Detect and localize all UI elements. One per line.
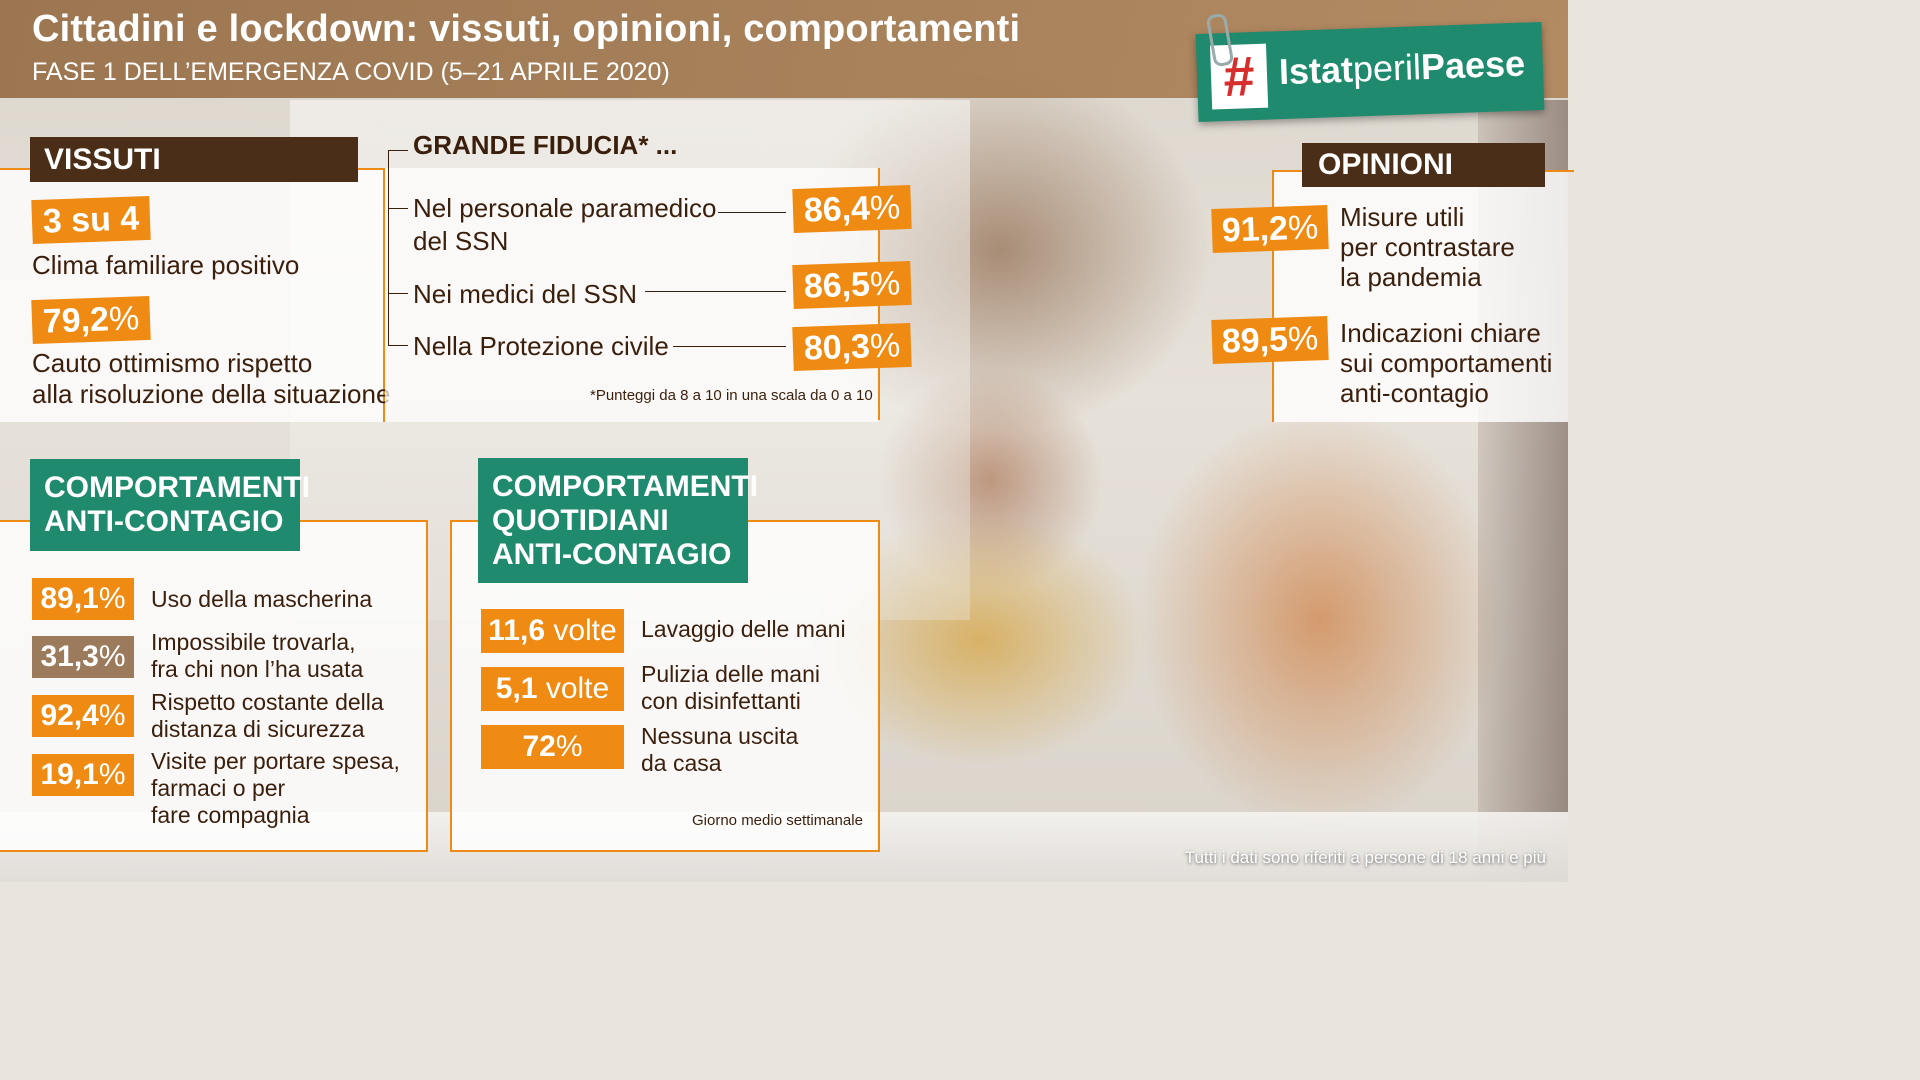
vissuti-label-clima: Clima familiare positivo xyxy=(32,250,300,280)
fiducia-value-medici: 86,5% xyxy=(792,260,912,310)
fiducia-label-paramedico-2: del SSN xyxy=(413,226,509,256)
fiducia-value-paramedico-num: 86,4 xyxy=(803,189,871,230)
fiducia-value-protezione: 80,3% xyxy=(792,322,912,372)
fiducia-title: GRANDE FIDUCIA* ... xyxy=(413,130,678,160)
quotidiani-value-pulizia-num: 5,1 xyxy=(495,672,538,705)
quotidiani-title-line2: QUOTIDIANI xyxy=(492,504,669,537)
fiducia-label-protezione: Nella Protezione civile xyxy=(413,331,669,361)
anticontagio-value-distanza: 92,4% xyxy=(32,695,134,737)
logo-text-istat: Istat xyxy=(1278,48,1354,93)
quotidiani-title-line3: ANTI-CONTAGIO xyxy=(492,538,732,571)
fiducia-label-medici: Nei medici del SSN xyxy=(413,279,637,309)
anticontagio-title-line1: COMPORTAMENTI xyxy=(44,471,311,504)
anticontagio-value-mascherina-unit: % xyxy=(98,582,126,615)
footer-note: Tutti i dati sono riferiti a persone di … xyxy=(1184,848,1546,867)
fiducia-value-protezione-num: 80,3 xyxy=(803,327,871,368)
logo-text-peril: peril xyxy=(1352,46,1422,90)
quotidiani-label-lavaggio: Lavaggio delle mani xyxy=(641,616,846,642)
fiducia-leader-3 xyxy=(673,346,786,347)
logo-text: IstatperilPaese xyxy=(1278,43,1525,94)
fiducia-value-paramedico: 86,4% xyxy=(792,184,912,234)
fiducia-value-paramedico-unit: % xyxy=(869,188,901,228)
quotidiani-value-pulizia: 5,1 volte xyxy=(481,667,624,711)
page-title: Cittadini e lockdown: vissuti, opinioni,… xyxy=(32,8,1021,50)
anticontagio-value-impossibile-num: 31,3 xyxy=(40,640,99,673)
quotidiani-label-uscita-2: da casa xyxy=(641,750,722,776)
anticontagio-label-impossibile-2: fra chi non l’ha usata xyxy=(151,656,364,682)
fiducia-leader-2 xyxy=(645,291,786,292)
anticontagio-value-impossibile-unit: % xyxy=(98,640,126,673)
fiducia-tick-2 xyxy=(388,293,408,294)
fiducia-value-medici-unit: % xyxy=(869,264,901,304)
fiducia-leader-1 xyxy=(718,212,786,213)
opinioni-value-misure: 91,2% xyxy=(1211,204,1329,254)
quotidiani-label-pulizia-2: con disinfettanti xyxy=(641,688,801,714)
anticontagio-label-impossibile-1: Impossibile trovarla, xyxy=(151,629,356,655)
quotidiani-value-pulizia-unit: volte xyxy=(537,672,610,705)
quotidiani-value-uscita-num: 72 xyxy=(522,730,556,763)
vissuti-value-ottimismo-unit: % xyxy=(108,299,140,339)
vissuti-value-clima: 3 su 4 xyxy=(31,195,151,245)
quotidiani-value-lavaggio: 11,6 volte xyxy=(481,609,624,653)
anticontagio-value-mascherina: 89,1% xyxy=(32,578,134,620)
quotidiani-value-lavaggio-unit: volte xyxy=(545,614,617,647)
logo-text-paese: Paese xyxy=(1420,42,1526,88)
vissuti-value-ottimismo: 79,2% xyxy=(31,295,151,345)
opinioni-title: OPINIONI xyxy=(1302,143,1545,187)
anticontagio-value-visite-num: 19,1 xyxy=(40,758,99,791)
istat-logo[interactable]: # IstatperilPaese xyxy=(1195,21,1545,123)
fiducia-value-medici-num: 86,5 xyxy=(803,265,871,306)
anticontagio-label-visite-2: farmaci o per xyxy=(151,775,286,801)
opinioni-value-misure-unit: % xyxy=(1287,208,1319,248)
vissuti-title: VISSUTI xyxy=(30,137,358,182)
anticontagio-value-visite-unit: % xyxy=(98,758,126,791)
quotidiani-title: COMPORTAMENTI QUOTIDIANI ANTI-CONTAGIO xyxy=(478,458,759,583)
vissuti-label-ottimismo-1: Cauto ottimismo rispetto xyxy=(32,348,313,378)
opinioni-label-misure-3: la pandemia xyxy=(1340,262,1482,292)
quotidiani-label-pulizia-1: Pulizia delle mani xyxy=(641,661,820,687)
fiducia-tick-3 xyxy=(388,345,408,346)
quotidiani-value-lavaggio-num: 11,6 xyxy=(488,614,545,647)
opinioni-value-indicazioni-num: 89,5 xyxy=(1221,320,1289,361)
quotidiani-value-uscita-unit: % xyxy=(555,730,583,763)
opinioni-label-misure-2: per contrastare xyxy=(1340,232,1515,262)
anticontagio-value-mascherina-num: 89,1 xyxy=(40,582,99,615)
vissuti-label-ottimismo-2: alla risoluzione della situazione xyxy=(32,379,391,409)
anticontagio-title: COMPORTAMENTI ANTI-CONTAGIO xyxy=(30,459,311,551)
opinioni-value-indicazioni: 89,5% xyxy=(1211,315,1329,365)
quotidiani-title-line1: COMPORTAMENTI xyxy=(492,470,759,503)
opinioni-label-indicazioni-3: anti-contagio xyxy=(1340,378,1489,408)
page-subtitle: FASE 1 DELL’EMERGENZA COVID (5–21 APRILE… xyxy=(32,58,670,86)
opinioni-label-misure-1: Misure utili xyxy=(1340,202,1465,232)
opinioni-value-misure-num: 91,2 xyxy=(1221,209,1289,250)
vissuti-value-ottimismo-num: 79,2 xyxy=(42,300,110,341)
anticontagio-value-impossibile: 31,3% xyxy=(32,636,134,678)
anticontagio-label-mascherina: Uso della mascherina xyxy=(151,586,373,612)
anticontagio-value-distanza-unit: % xyxy=(98,699,126,732)
fiducia-label-paramedico-1: Nel personale paramedico xyxy=(413,193,717,223)
fiducia-note: *Punteggi da 8 a 10 in una scala da 0 a … xyxy=(590,387,873,404)
opinioni-label-indicazioni-2: sui comportamenti xyxy=(1340,348,1553,378)
fiducia-tick-1 xyxy=(388,208,408,209)
fiducia-value-protezione-unit: % xyxy=(869,326,901,366)
quotidiani-value-uscita: 72% xyxy=(481,725,624,769)
anticontagio-label-visite-3: fare compagnia xyxy=(151,802,310,828)
opinioni-value-indicazioni-unit: % xyxy=(1287,319,1319,359)
fiducia-title-line xyxy=(388,150,408,151)
fiducia-bracket xyxy=(388,150,389,345)
opinioni-label-indicazioni-1: Indicazioni chiare xyxy=(1340,318,1541,348)
anticontagio-title-line2: ANTI-CONTAGIO xyxy=(44,505,284,538)
anticontagio-value-distanza-num: 92,4 xyxy=(40,699,99,732)
anticontagio-label-distanza-1: Rispetto costante della xyxy=(151,689,384,715)
anticontagio-label-visite-1: Visite per portare spesa, xyxy=(151,748,400,774)
anticontagio-label-distanza-2: distanza di sicurezza xyxy=(151,716,365,742)
quotidiani-note: Giorno medio settimanale xyxy=(692,812,863,829)
quotidiani-label-uscita-1: Nessuna uscita xyxy=(641,723,799,749)
anticontagio-value-visite: 19,1% xyxy=(32,754,134,796)
